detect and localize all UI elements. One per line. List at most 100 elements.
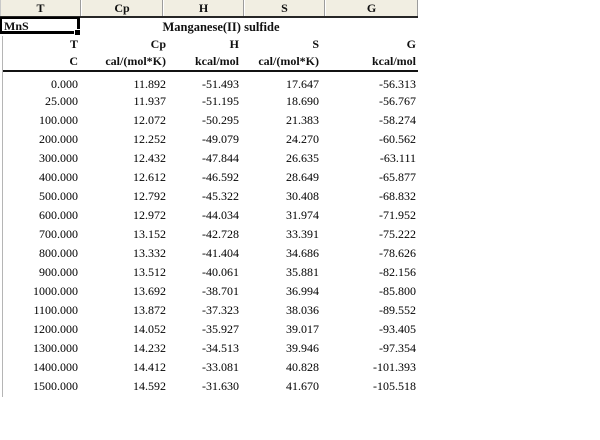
cell[interactable]: 1300.000 [33,341,78,355]
cell[interactable]: -68.832 [379,189,416,203]
header-H[interactable]: H [229,37,239,51]
cell[interactable]: 12.612 [133,170,166,184]
cell[interactable]: -60.562 [379,132,416,146]
cell[interactable]: -93.405 [379,322,416,336]
cell[interactable]: 0.000 [51,77,78,91]
cell[interactable]: -46.592 [202,170,239,184]
column-header-T[interactable]: T [0,0,81,16]
column-header-H[interactable]: H [163,0,244,16]
cell[interactable]: -38.701 [202,284,239,298]
cell[interactable]: -50.295 [202,113,239,127]
cell[interactable]: 14.232 [133,341,166,355]
cell[interactable]: -97.354 [379,341,416,355]
cell[interactable]: 11.937 [133,94,166,108]
cell[interactable]: -37.323 [202,303,239,317]
cell[interactable]: 25.000 [45,94,78,108]
cell[interactable]: 30.408 [286,189,319,203]
cell[interactable]: 200.000 [39,132,78,146]
header-T[interactable]: T [69,37,78,51]
cell[interactable]: -58.274 [379,113,416,127]
cell[interactable]: 14.412 [133,360,166,374]
cell[interactable]: -51.195 [202,94,239,108]
cell[interactable]: 14.052 [133,322,166,336]
cell[interactable]: -45.322 [202,189,239,203]
unit-G[interactable]: kcal/mol [372,54,416,68]
cell[interactable]: 28.649 [286,170,319,184]
cell[interactable]: -78.626 [379,246,416,260]
cell[interactable]: 12.072 [133,113,166,127]
cell[interactable]: -41.404 [202,246,239,260]
header-S[interactable]: S [312,37,319,51]
cell[interactable]: 400.000 [39,170,78,184]
cell[interactable]: 12.432 [133,151,166,165]
cell[interactable]: -33.081 [202,360,239,374]
cell[interactable]: -40.061 [202,265,239,279]
cell[interactable]: -65.877 [379,170,416,184]
cell[interactable]: 34.686 [286,246,319,260]
cell[interactable]: 13.872 [133,303,166,317]
cell[interactable]: 33.391 [286,227,319,241]
cell[interactable]: 12.252 [133,132,166,146]
cell[interactable]: 21.383 [286,113,319,127]
cell[interactable]: -71.952 [379,208,416,222]
unit-S[interactable]: cal/(mol*K) [258,54,319,68]
compound-name-cell[interactable]: Manganese(II) sulfide [162,20,280,34]
cell[interactable]: 14.592 [133,379,166,393]
cell[interactable]: -105.518 [373,379,416,393]
cell[interactable]: 13.332 [133,246,166,260]
cell[interactable]: 12.792 [133,189,166,203]
cell[interactable]: 800.000 [39,246,78,260]
cell[interactable]: -56.313 [379,77,416,91]
cell[interactable]: -56.767 [379,94,416,108]
cell[interactable]: -51.493 [202,77,239,91]
cell[interactable]: 17.647 [286,77,319,91]
cell[interactable]: 13.692 [133,284,166,298]
cell[interactable]: 1000.000 [33,284,78,298]
unit-Cp[interactable]: cal/(mol*K) [105,54,166,68]
header-G[interactable]: G [406,37,416,51]
cell[interactable]: 12.972 [133,208,166,222]
unit-T[interactable]: C [69,54,78,68]
cell[interactable]: -101.393 [373,360,416,374]
column-header-S[interactable]: S [244,0,325,16]
cell[interactable]: 900.000 [39,265,78,279]
cell[interactable]: -44.034 [202,208,239,222]
cell[interactable]: 36.994 [286,284,319,298]
cell[interactable]: -31.630 [202,379,239,393]
cell[interactable]: 1200.000 [33,322,78,336]
cell[interactable]: 26.635 [286,151,319,165]
cell[interactable]: 1500.000 [33,379,78,393]
cell[interactable]: 35.881 [286,265,319,279]
cell[interactable]: 700.000 [39,227,78,241]
cell[interactable]: 500.000 [39,189,78,203]
cell[interactable]: -82.156 [379,265,416,279]
header-Cp[interactable]: Cp [150,37,166,51]
cell[interactable]: -85.800 [379,284,416,298]
cell[interactable]: 18.690 [286,94,319,108]
cell[interactable]: 600.000 [39,208,78,222]
cell[interactable]: 13.512 [133,265,166,279]
cell[interactable]: -35.927 [202,322,239,336]
cell[interactable]: -89.552 [379,303,416,317]
cell[interactable]: -63.111 [379,151,416,165]
cell[interactable]: 1400.000 [33,360,78,374]
cell[interactable]: 24.270 [286,132,319,146]
cell[interactable]: 300.000 [39,151,78,165]
cell[interactable]: -75.222 [379,227,416,241]
cell[interactable]: -49.079 [202,132,239,146]
cell[interactable]: 31.974 [286,208,319,222]
cell[interactable]: 100.000 [39,113,78,127]
cell[interactable]: -34.513 [202,341,239,355]
unit-H[interactable]: kcal/mol [195,54,239,68]
cell[interactable]: 38.036 [286,303,319,317]
cell[interactable]: 41.670 [286,379,319,393]
cell[interactable]: 11.892 [133,77,166,91]
cell[interactable]: 13.152 [133,227,166,241]
selected-cell-formula[interactable]: MnS [0,17,80,35]
cell[interactable]: 40.828 [286,360,319,374]
fill-handle[interactable] [74,29,80,35]
column-header-Cp[interactable]: Cp [81,0,163,16]
cell[interactable]: 1100.000 [33,303,78,317]
cell[interactable]: -47.844 [202,151,239,165]
column-header-G[interactable]: G [325,0,418,16]
